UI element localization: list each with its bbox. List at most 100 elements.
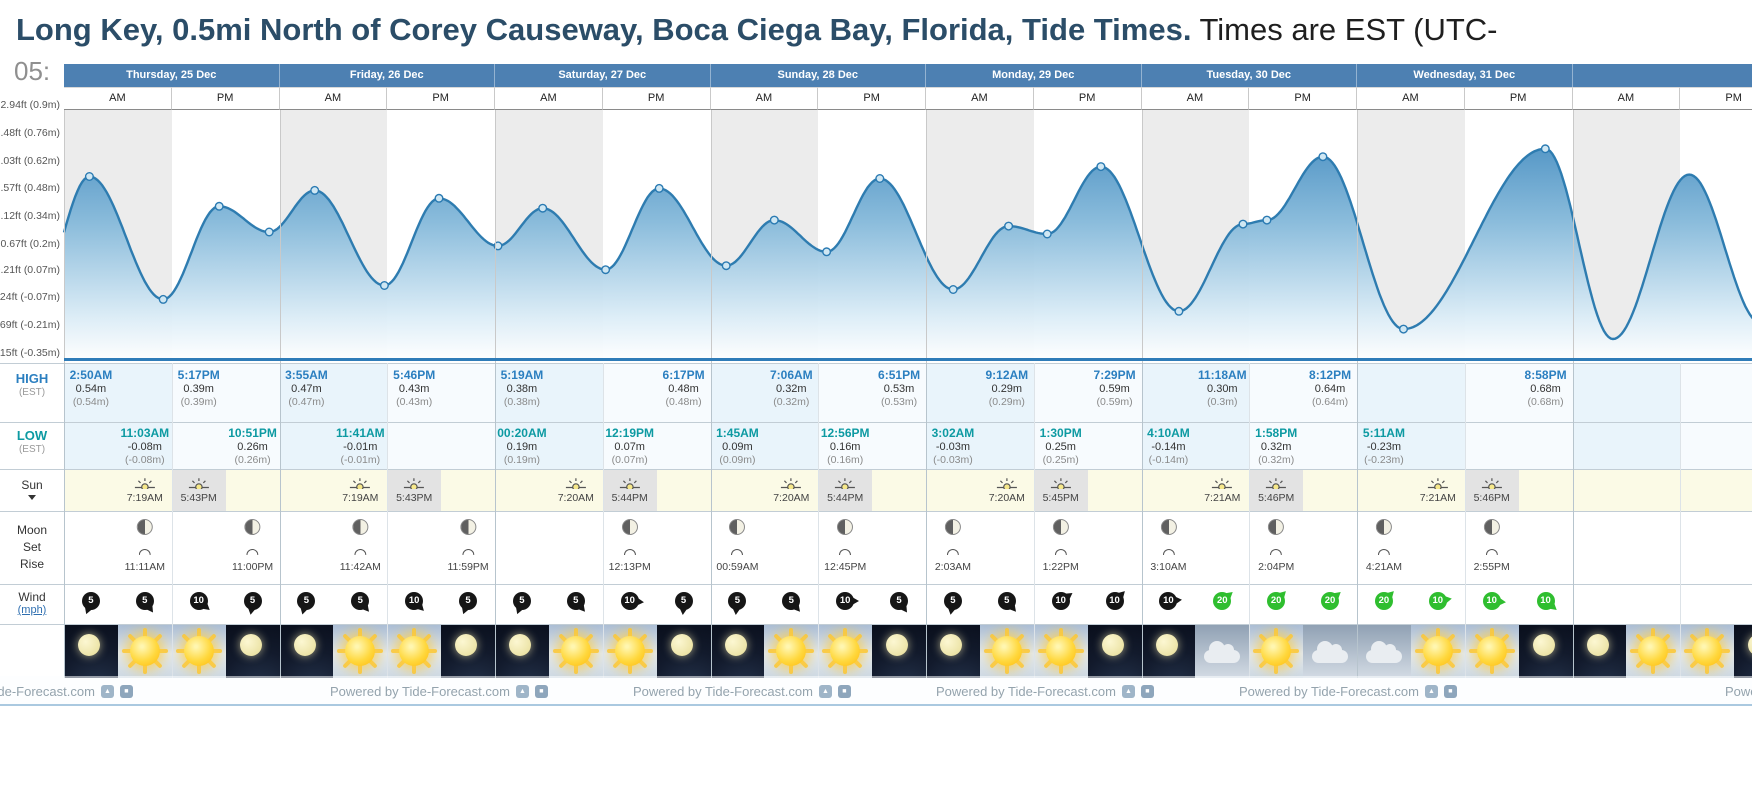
moon-event-time: 2:03AM xyxy=(934,561,972,573)
tide-forecast-badge-icon[interactable] xyxy=(1140,684,1154,698)
tide-height: 0.16m xyxy=(829,441,861,453)
powered-by-link[interactable]: Powered by Tide-Forecast.com xyxy=(0,683,95,699)
moon-event: 2:03AM xyxy=(935,519,971,575)
powered-by-link[interactable]: Powered by Tide-Forecast.com xyxy=(1239,683,1419,699)
sunset-entry: 5:43PM xyxy=(396,476,432,504)
sun-row-caret-icon[interactable] xyxy=(28,495,36,500)
powered-by-item: Powered by Tide-Forecast.com xyxy=(936,680,1154,702)
wind-speed-badge: 20 xyxy=(1267,588,1289,610)
powered-by-link[interactable]: Powered by Tide-Forecast.com xyxy=(1725,683,1752,699)
tide-time: 1:58PM xyxy=(1255,426,1298,440)
high-label: HIGH xyxy=(15,371,49,386)
wind-arrow-tip xyxy=(1008,603,1019,615)
tide-extreme-dot xyxy=(1004,221,1014,231)
sunset-cell-shading xyxy=(1249,469,1304,511)
wind-speed-badge: 5 xyxy=(135,592,157,615)
moon-event-time: 2:55PM xyxy=(1473,561,1510,573)
moon-event: 2:55PM xyxy=(1474,519,1510,575)
tide-height: 0.32m xyxy=(1260,441,1292,453)
tide-forecast-badge-icon[interactable] xyxy=(1424,684,1438,698)
tide-height: 0.47m xyxy=(291,383,322,395)
wind-arrow-tip xyxy=(1332,588,1344,600)
sun-icon xyxy=(776,636,807,666)
moon-event-time: 4:21AM xyxy=(1365,561,1403,573)
sun-icon xyxy=(991,636,1022,666)
powered-by-item: Powered by Tide-Forecast.com xyxy=(1725,680,1752,702)
tide-height: 0.07m xyxy=(614,441,645,453)
moon-riseset-icon xyxy=(354,549,367,555)
moon-icon xyxy=(1748,634,1752,656)
moon-icon xyxy=(455,634,478,656)
day-header: Wednesday, 31 Dec xyxy=(1357,64,1573,87)
low-tide-entry: 00:20AM 0.19m (0.19m) xyxy=(497,427,546,467)
tide-forecast-badge-icon[interactable] xyxy=(1121,684,1135,698)
tide-height-alt: (-0.14m) xyxy=(1148,454,1189,466)
y-axis-label: 0.67ft (0.2m) xyxy=(0,237,60,250)
moon-icon xyxy=(1155,634,1178,656)
tide-forecast-badge-icon[interactable] xyxy=(1443,684,1457,698)
wind-unit-link[interactable]: (mph) xyxy=(17,604,47,616)
column-separator xyxy=(1680,363,1682,678)
tide-time: 3:02AM xyxy=(931,426,975,440)
wind-speed-badge: 5 xyxy=(459,592,478,616)
tide-time: 8:58PM xyxy=(1524,368,1567,382)
tide-height-alt: (0.26m) xyxy=(234,454,271,466)
tide-height-alt: (0.53m) xyxy=(880,396,918,408)
chart-day-gridline xyxy=(279,110,281,363)
wind-speed-badge: 10 xyxy=(1428,592,1453,610)
wind-arrow-tip xyxy=(201,602,212,614)
wind-speed-badge: 5 xyxy=(782,592,804,615)
powered-by-link[interactable]: Powered by Tide-Forecast.com xyxy=(330,683,510,699)
high-tide-entry: 9:12AM 0.29m (0.29m) xyxy=(985,369,1028,409)
moon-icon xyxy=(1101,634,1124,656)
sunrise-entry: 7:20AM xyxy=(989,476,1025,504)
sunset-cell-shading xyxy=(1033,469,1088,511)
high-tide-entry: 6:51PM 0.53m (0.53m) xyxy=(878,369,920,409)
high-tide-entry: 8:12PM 0.64m (0.64m) xyxy=(1309,369,1351,409)
tide-extreme-dot xyxy=(948,284,958,294)
wind-speed-badge: 10 xyxy=(405,592,427,614)
tide-forecast-badge-icon[interactable] xyxy=(837,684,851,698)
sunrise-time: 7:19AM xyxy=(126,492,163,504)
column-separator xyxy=(710,363,712,678)
tide-time: 7:29PM xyxy=(1093,368,1136,382)
low-tide-entry: 4:10AM -0.14m (-0.14m) xyxy=(1147,427,1190,467)
low-tide-entry: 3:02AM -0.03m (-0.03m) xyxy=(932,427,975,467)
tide-height-alt: (0.68m) xyxy=(1527,396,1564,408)
wind-speed-badge: 10 xyxy=(1482,592,1506,610)
tide-height-alt: (0.47m) xyxy=(288,396,325,408)
sunrise-time: 7:21AM xyxy=(1419,492,1456,504)
table-am-shading xyxy=(64,363,172,469)
tide-forecast-badge-icon[interactable] xyxy=(818,684,832,698)
weather-moon-tile xyxy=(1518,624,1573,678)
moon-phase-icon xyxy=(460,519,477,535)
tide-time: 00:20AM xyxy=(497,426,547,440)
moon-icon xyxy=(1586,634,1609,656)
tide-forecast-badge-icon[interactable] xyxy=(534,684,548,698)
tide-extreme-dot xyxy=(1042,229,1052,239)
tide-forecast-badge-icon[interactable] xyxy=(100,684,114,698)
tide-forecast-badge-icon[interactable] xyxy=(515,684,529,698)
high-tide-entry: 11:18AM 0.30m (0.3m) xyxy=(1198,369,1247,409)
moon-phase-icon xyxy=(1052,519,1069,535)
sunrise-entry: 7:21AM xyxy=(1204,476,1240,504)
row-label-high: HIGH (EST) xyxy=(0,371,64,398)
powered-by-link[interactable]: Powered by Tide-Forecast.com xyxy=(936,683,1116,699)
moon-phase-icon xyxy=(837,519,854,535)
wind-speed-badge: 5 xyxy=(297,592,316,616)
column-separator xyxy=(1249,363,1251,678)
weather-sun-tile xyxy=(1033,624,1088,678)
wind-speed-badge: 10 xyxy=(836,592,860,610)
powered-by-link[interactable]: Powered by Tide-Forecast.com xyxy=(633,683,813,699)
sunrise-icon xyxy=(1427,476,1449,493)
moon-event-time: 11:59PM xyxy=(447,561,489,573)
tide-forecast-badge-icon[interactable] xyxy=(119,684,133,698)
moon-riseset-icon xyxy=(138,549,151,555)
sun-label: Sun xyxy=(21,478,43,492)
tide-time: 11:03AM xyxy=(120,426,170,440)
powered-by-item: Powered by Tide-Forecast.com xyxy=(330,680,548,702)
wind-arrow-tip xyxy=(246,607,256,616)
sunrise-icon xyxy=(565,476,587,493)
tide-extreme-dot xyxy=(538,203,548,213)
wind-speed-badge: 10 xyxy=(1536,592,1559,614)
